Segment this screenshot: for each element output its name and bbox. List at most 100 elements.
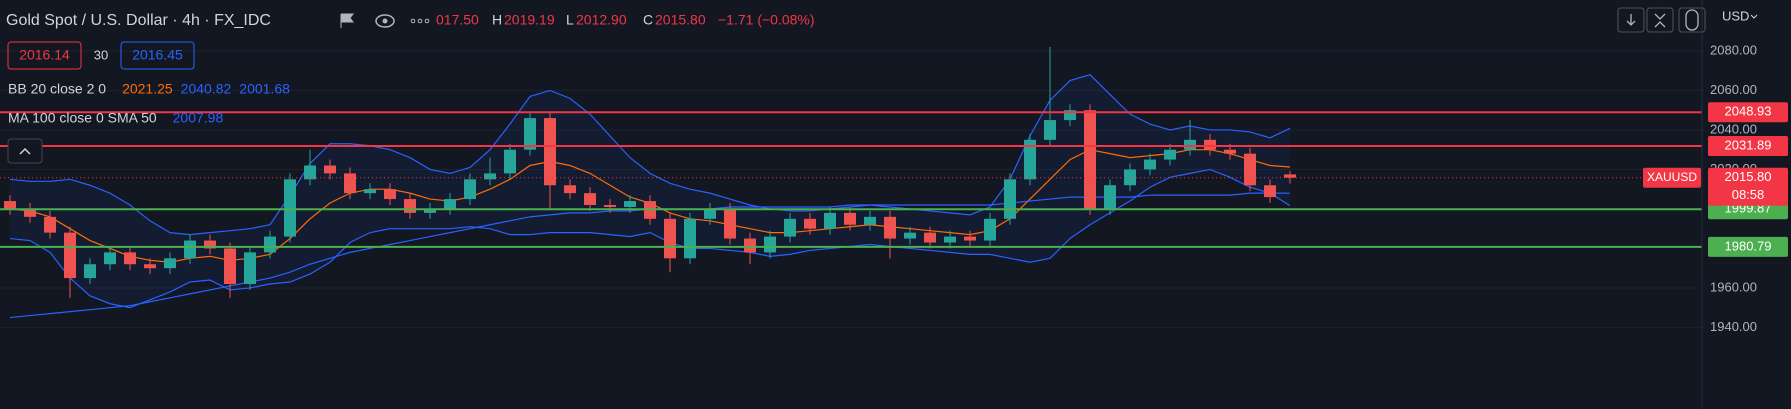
candle-body <box>1264 185 1276 198</box>
candle-body <box>104 252 116 265</box>
collapse-button[interactable] <box>7 138 43 164</box>
indicator-line <box>9 73 1291 236</box>
candle-body <box>1284 174 1296 178</box>
sell-button[interactable] <box>7 41 82 70</box>
candle-body <box>444 199 456 209</box>
symbol-label: XAUUSD <box>1647 170 1697 184</box>
buy-button[interactable] <box>120 41 195 70</box>
button[interactable] <box>1617 7 1645 33</box>
indicator-value: 2007.98 <box>173 110 224 126</box>
candle-body <box>664 218 676 259</box>
candle-body <box>604 204 616 207</box>
candle-body <box>1144 159 1156 170</box>
candle-body <box>424 208 436 213</box>
y-tick-label: 1960.00 <box>1710 279 1757 294</box>
change-value: −1.71 (−0.08%) <box>718 12 815 28</box>
y-tick-label: 1940.00 <box>1710 319 1757 334</box>
candle-body <box>1244 153 1256 186</box>
candle-body <box>1084 110 1096 209</box>
candle-body <box>1064 110 1076 121</box>
candle-body <box>1044 120 1056 140</box>
eye-icon[interactable] <box>375 14 395 28</box>
candle-body <box>524 118 536 150</box>
y-tick-label: 2060.00 <box>1710 82 1757 97</box>
close-value: 2015.80 <box>655 12 706 28</box>
collapse-icon <box>19 147 31 155</box>
candle-body <box>904 232 916 239</box>
band-fill <box>10 74 1290 308</box>
candle-body <box>804 218 816 229</box>
level-label-box <box>1708 135 1788 156</box>
candle-body <box>384 189 396 200</box>
candle-body <box>764 236 776 253</box>
candle-body <box>704 208 716 219</box>
candle-body <box>364 189 376 194</box>
candle-body <box>144 264 156 269</box>
candle-body <box>744 238 756 253</box>
button[interactable] <box>1646 7 1674 33</box>
countdown: 08:58 <box>1732 187 1765 202</box>
candle-body <box>824 212 836 229</box>
indicator-line <box>9 168 1291 309</box>
candle-body <box>264 236 276 253</box>
candle-body <box>564 185 576 194</box>
level-label-box <box>1708 236 1788 257</box>
indicator-value: 2001.68 <box>239 81 290 97</box>
dropdown-icon <box>1750 14 1758 19</box>
candle-body <box>344 173 356 194</box>
indicator-value: 2040.82 <box>181 81 232 97</box>
candle-body <box>464 179 476 200</box>
candle-body <box>4 201 16 209</box>
button[interactable] <box>1678 7 1706 33</box>
candle-body <box>404 199 416 213</box>
candle-body <box>624 201 636 207</box>
candle-body <box>924 232 936 243</box>
candle-body <box>1224 149 1236 154</box>
low-label: L <box>566 12 574 28</box>
candle-body <box>1024 139 1036 180</box>
candle-body <box>64 232 76 279</box>
candle-body <box>184 240 196 259</box>
indicator-label: MA 100 close 0 SMA 50 <box>8 110 157 126</box>
low-value: 2012.90 <box>576 12 627 28</box>
level-label: 1980.79 <box>1725 238 1772 253</box>
toolbar <box>1617 7 1706 33</box>
candle-body <box>884 216 896 239</box>
price-label: 2015.80 <box>1725 169 1772 184</box>
candle-body <box>304 165 316 180</box>
candle-body <box>84 264 96 279</box>
candle-body <box>244 252 256 284</box>
close-label: C <box>643 12 653 28</box>
candle-body <box>844 212 856 225</box>
price-label-box <box>1708 167 1788 206</box>
indicator-label: BB 20 close 2 0 <box>8 81 106 97</box>
symbol-title: Gold Spot / U.S. Dollar · 4h · FX_IDC <box>6 12 271 29</box>
level-label: 2048.93 <box>1725 104 1772 119</box>
plot <box>0 47 1702 328</box>
candle-body <box>44 216 56 233</box>
eye-icon <box>382 18 388 24</box>
candle-body <box>724 208 736 239</box>
flag-icon[interactable] <box>340 13 354 28</box>
candle-body <box>484 173 496 180</box>
spread: 30 <box>94 47 108 62</box>
candle-body <box>1104 185 1116 209</box>
candle-body <box>684 218 696 259</box>
candle-body <box>164 258 176 269</box>
candle-body <box>784 218 796 237</box>
candle-body <box>204 240 216 249</box>
candle-body <box>944 236 956 243</box>
symbol-label-box <box>1643 167 1701 188</box>
level-label: 2031.89 <box>1725 137 1772 152</box>
high-label: H <box>492 12 502 28</box>
more-icon[interactable] <box>410 18 430 24</box>
candle-body <box>1184 139 1196 150</box>
indicator-value: 2021.25 <box>122 81 173 97</box>
currency[interactable]: USD <box>1722 8 1749 23</box>
y-tick-label: 2040.00 <box>1710 121 1757 136</box>
candle-body <box>584 193 596 205</box>
candle-body <box>504 149 516 174</box>
high-value: 2019.19 <box>504 12 555 28</box>
candle-body <box>1124 169 1136 186</box>
